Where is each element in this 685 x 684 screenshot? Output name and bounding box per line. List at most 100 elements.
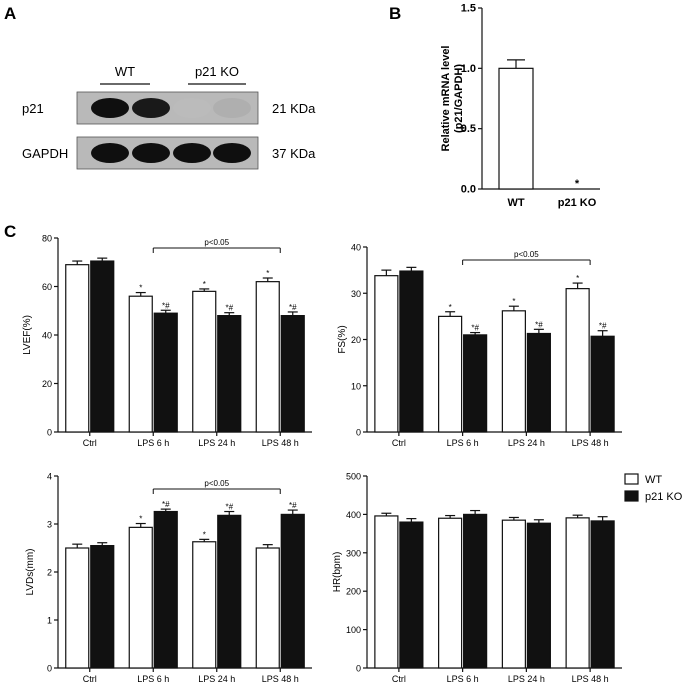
bar-wt xyxy=(255,547,280,669)
bar-ko xyxy=(399,270,424,433)
legend: WT p21 KO xyxy=(624,473,683,503)
y-tick-label: 80 xyxy=(42,234,52,244)
bar-wt xyxy=(255,281,280,433)
bar-wt xyxy=(565,288,590,433)
significance-mark: * xyxy=(449,303,452,312)
chart-b: 0.0 0.5 1.0 1.5 WT * p21 KO Relative mRNA level… xyxy=(440,3,600,209)
significance-mark: *# xyxy=(162,500,170,509)
chart-hr: 0 100 200 300 400 500 Ctrl LPS 6 h LPS 24 h LPS 4… xyxy=(332,472,622,684)
bar-wt xyxy=(65,264,90,433)
y-tick-label: 1.5 xyxy=(461,3,476,15)
y-tick-label: 60 xyxy=(42,282,52,292)
significance-mark: * xyxy=(203,280,206,289)
bar-ko xyxy=(399,521,424,669)
y-axis-label-line: Relative mRNA level xyxy=(440,46,452,152)
y-tick-label: 400 xyxy=(346,510,361,520)
legend-label: WT xyxy=(645,474,662,486)
bar-ko xyxy=(590,520,615,669)
x-tick-label: p21 KO xyxy=(558,197,597,209)
bar-ko xyxy=(90,260,115,433)
blot-protein-label: p21 xyxy=(22,101,44,116)
x-tick-label: LPS 24 h xyxy=(198,674,235,684)
significance-mark: *# xyxy=(225,503,233,512)
western-blot: WT p21 KO p21 21 KDa GAPDH 37 KDa xyxy=(22,64,316,170)
significance-mark: *# xyxy=(289,501,297,510)
x-tick-label: LPS 48 h xyxy=(572,674,609,684)
bar-ko xyxy=(153,510,178,669)
y-tick-label: 30 xyxy=(351,289,361,299)
y-tick-label: 40 xyxy=(42,331,52,341)
bar-ko xyxy=(217,315,242,433)
bar-ko xyxy=(217,514,242,669)
blot-band xyxy=(173,98,211,118)
bar-ko xyxy=(526,332,551,433)
blot-size-label: 37 KDa xyxy=(272,146,316,161)
y-tick-label: 0.5 xyxy=(461,123,476,135)
x-tick-label: WT xyxy=(507,197,524,209)
bar-ko xyxy=(90,544,115,669)
y-tick-label: 4 xyxy=(47,472,52,482)
y-axis-label: HR(bpm) xyxy=(332,552,343,593)
significance-mark: *# xyxy=(471,324,479,333)
significance-mark: *# xyxy=(599,322,607,331)
significance-mark: *# xyxy=(535,320,543,329)
panel-letter-b: B xyxy=(389,4,401,23)
y-axis-label: FS(%) xyxy=(337,325,348,353)
y-tick-label: 100 xyxy=(346,625,361,635)
blot-band xyxy=(91,143,129,163)
x-tick-label: Ctrl xyxy=(392,438,406,448)
y-axis-label: Relative mRNA level(p21/GAPDH) xyxy=(440,46,465,152)
y-tick-label: 0 xyxy=(47,664,52,674)
bar-wt xyxy=(374,275,399,433)
bar-ko xyxy=(463,513,488,669)
y-axis-label: LVEF(%) xyxy=(22,315,33,355)
blot-size-label: 21 KDa xyxy=(272,101,316,116)
legend-label: p21 KO xyxy=(645,491,683,503)
significance-mark: *# xyxy=(162,301,170,310)
bar-ko xyxy=(153,312,178,433)
chart-lvds: 0 1 2 3 4 Ctrl * *# LPS 6 h * *# LPS 24 h *# LPS 48 h… xyxy=(25,472,312,684)
bar-ko xyxy=(463,334,488,433)
bracket-label: p<0.05 xyxy=(514,250,539,259)
bar-wt xyxy=(374,515,399,669)
chart-fs: 0 10 20 30 40 Ctrl * *# LPS 6 h * *# LPS 24 h * *# LPS… xyxy=(337,243,622,448)
x-tick-label: LPS 48 h xyxy=(262,674,299,684)
x-tick-label: LPS 24 h xyxy=(508,674,545,684)
y-tick-label: 20 xyxy=(351,335,361,345)
bar-wt xyxy=(565,517,590,669)
y-tick-label: 0 xyxy=(356,428,361,438)
bar xyxy=(498,67,534,190)
x-tick-label: LPS 6 h xyxy=(137,438,169,448)
blot-band xyxy=(173,143,211,163)
x-tick-label: LPS 6 h xyxy=(447,674,479,684)
blot-band xyxy=(213,143,251,163)
y-tick-label: 200 xyxy=(346,587,361,597)
y-tick-label: 1.0 xyxy=(461,63,476,75)
y-tick-label: 40 xyxy=(351,243,361,253)
bar-ko xyxy=(280,513,305,669)
bracket-label: p<0.05 xyxy=(204,479,229,488)
significance-mark: * xyxy=(266,269,269,278)
x-tick-label: LPS 6 h xyxy=(447,438,479,448)
bar-ko xyxy=(280,315,305,433)
y-tick-label: 0 xyxy=(356,664,361,674)
bracket-label: p<0.05 xyxy=(204,238,229,247)
significance-mark: * xyxy=(139,515,142,524)
y-tick-label: 0 xyxy=(47,428,52,438)
significance-mark: * xyxy=(512,297,515,306)
y-tick-label: 20 xyxy=(42,379,52,389)
y-axis-label-line: (p21/GAPDH) xyxy=(453,64,465,133)
legend-swatch xyxy=(624,490,639,502)
legend-swatch xyxy=(624,473,639,485)
significance-mark: * xyxy=(575,178,580,190)
y-tick-label: 1 xyxy=(47,616,52,626)
y-tick-label: 300 xyxy=(346,548,361,558)
blot-band xyxy=(132,143,170,163)
panel-letter-a: A xyxy=(4,4,16,23)
x-tick-label: Ctrl xyxy=(83,438,97,448)
bar-wt xyxy=(65,547,90,669)
significance-mark: * xyxy=(203,530,206,539)
blot-band xyxy=(132,98,170,118)
bar-wt xyxy=(501,310,526,433)
